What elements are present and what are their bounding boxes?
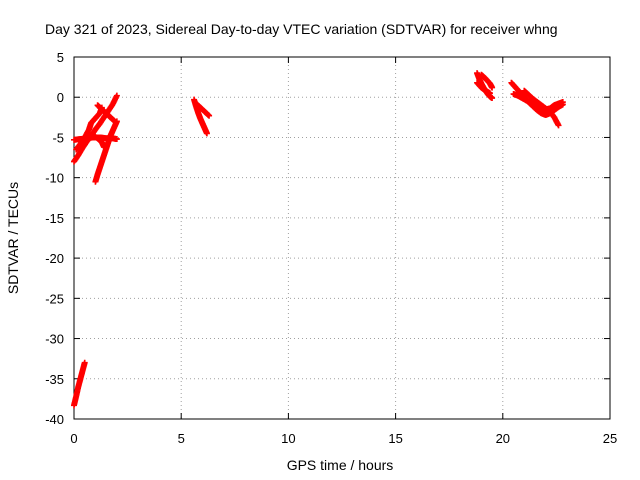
data-point <box>111 118 118 125</box>
data-point <box>203 130 210 137</box>
y-tick-label: -35 <box>45 372 64 387</box>
x-tick-label: 0 <box>70 431 77 446</box>
x-axis-label: GPS time / hours <box>287 457 394 473</box>
y-axis-label: SDTVAR / TECUs <box>5 182 21 294</box>
y-tick-label: 0 <box>57 90 64 105</box>
y-tick-label: -25 <box>45 291 64 306</box>
x-tick-label: 10 <box>281 431 295 446</box>
data-point <box>489 95 496 102</box>
y-tick-label: -5 <box>52 130 64 145</box>
data-point <box>113 136 120 143</box>
data-points <box>71 70 566 409</box>
data-point <box>81 359 88 366</box>
data-point <box>555 122 562 129</box>
x-tick-label: 15 <box>388 431 402 446</box>
chart-title: Day 321 of 2023, Sidereal Day-to-day VTE… <box>45 21 558 37</box>
data-point <box>113 92 120 99</box>
data-point <box>559 99 566 106</box>
x-tick-label: 5 <box>178 431 185 446</box>
axis-ticks: 0 5 10 15 20 25 5 0 -5 -10 -15 -20 -25 -30 -35 -40 <box>45 50 617 446</box>
y-tick-label: -20 <box>45 251 64 266</box>
x-tick-label: 20 <box>496 431 510 446</box>
y-tick-label: -15 <box>45 211 64 226</box>
data-point <box>486 90 493 97</box>
y-tick-label: -10 <box>45 171 64 186</box>
y-tick-label: 5 <box>57 50 64 65</box>
plot-frame <box>73 56 611 420</box>
x-tick-label: 25 <box>603 431 617 446</box>
y-tick-label: -40 <box>45 412 64 427</box>
y-tick-label: -30 <box>45 332 64 347</box>
data-point <box>206 112 213 119</box>
grid-lines <box>74 57 610 419</box>
data-point <box>489 84 496 91</box>
